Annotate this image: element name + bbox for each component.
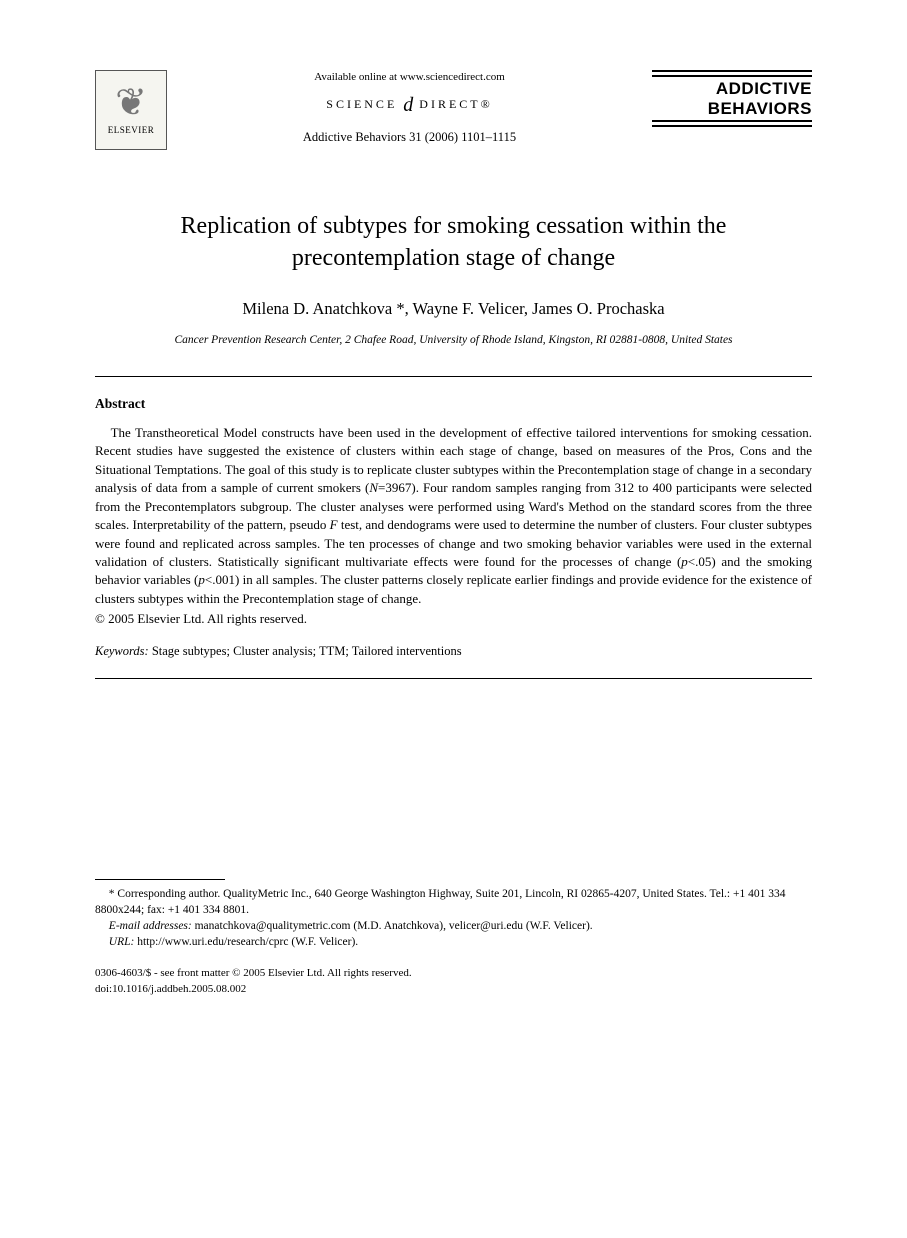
email-label: E-mail addresses:	[109, 920, 192, 932]
rule-bot	[652, 120, 812, 122]
sciencedirect-right: DIRECT®	[419, 97, 492, 111]
sciencedirect-logo: SCIENCE d DIRECT®	[177, 91, 642, 119]
abstract-heading: Abstract	[95, 395, 812, 414]
available-online-text: Available online at www.sciencedirect.co…	[177, 70, 642, 85]
sciencedirect-left: SCIENCE	[326, 97, 397, 111]
journal-name-line1: ADDICTIVE	[652, 80, 812, 98]
rule-bot2	[652, 125, 812, 127]
journal-title-box: ADDICTIVE BEHAVIORS	[652, 70, 812, 130]
url-line: URL: http://www.uri.edu/research/cprc (W…	[95, 934, 812, 950]
abstract-F-italic: F	[330, 517, 338, 532]
citation-line: Addictive Behaviors 31 (2006) 1101–1115	[177, 129, 642, 147]
sciencedirect-d-icon: d	[403, 94, 413, 116]
paper-title: Replication of subtypes for smoking cess…	[95, 210, 812, 275]
email-line: E-mail addresses: manatchkova@qualitymet…	[95, 918, 812, 934]
doi-line: doi:10.1016/j.addbeh.2005.08.002	[95, 982, 812, 997]
elsevier-tree-icon: ❦	[115, 84, 147, 122]
rule-top	[652, 70, 812, 72]
front-matter-line: 0306-4603/$ - see front matter © 2005 El…	[95, 966, 812, 981]
abstract-body: The Transtheoretical Model constructs ha…	[95, 424, 812, 609]
email-addresses: manatchkova@qualitymetric.com (M.D. Anat…	[192, 920, 593, 932]
corresponding-author-note: * Corresponding author. QualityMetric In…	[95, 886, 812, 918]
url-text: http://www.uri.edu/research/cprc (W.F. V…	[134, 936, 358, 948]
footnotes: * Corresponding author. QualityMetric In…	[95, 886, 812, 950]
front-matter-block: 0306-4603/$ - see front matter © 2005 El…	[95, 966, 812, 997]
keywords-line: Keywords: Stage subtypes; Cluster analys…	[95, 643, 812, 661]
authors-line: Milena D. Anatchkova *, Wayne F. Velicer…	[95, 297, 812, 320]
url-label: URL:	[109, 936, 135, 948]
keywords-label: Keywords:	[95, 644, 149, 658]
journal-header: ❦ ELSEVIER Available online at www.scien…	[95, 70, 812, 150]
elsevier-brand: ELSEVIER	[108, 124, 155, 137]
copyright-line: © 2005 Elsevier Ltd. All rights reserved…	[95, 610, 812, 628]
elsevier-logo: ❦ ELSEVIER	[95, 70, 167, 150]
journal-name-line2: BEHAVIORS	[652, 100, 812, 118]
header-center: Available online at www.sciencedirect.co…	[167, 70, 652, 147]
rule-top2	[652, 75, 812, 77]
divider-bottom	[95, 678, 812, 679]
abstract-N-italic: N	[369, 480, 378, 495]
footnote-rule	[95, 879, 225, 880]
affiliation-line: Cancer Prevention Research Center, 2 Cha…	[95, 332, 812, 348]
divider-top	[95, 376, 812, 377]
keywords-text: Stage subtypes; Cluster analysis; TTM; T…	[149, 644, 462, 658]
